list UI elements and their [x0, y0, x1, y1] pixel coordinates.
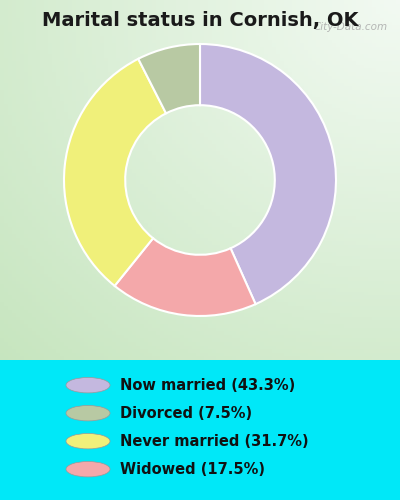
- Wedge shape: [64, 59, 166, 286]
- Circle shape: [66, 434, 110, 449]
- Circle shape: [66, 462, 110, 477]
- Wedge shape: [200, 44, 336, 304]
- Text: Widowed (17.5%): Widowed (17.5%): [120, 462, 265, 476]
- Wedge shape: [138, 44, 200, 114]
- Text: Now married (43.3%): Now married (43.3%): [120, 378, 295, 392]
- Text: Divorced (7.5%): Divorced (7.5%): [120, 406, 252, 420]
- Wedge shape: [115, 238, 256, 316]
- Circle shape: [66, 406, 110, 421]
- Circle shape: [66, 378, 110, 393]
- Text: Never married (31.7%): Never married (31.7%): [120, 434, 309, 448]
- Text: City-Data.com: City-Data.com: [314, 22, 388, 32]
- Text: Marital status in Cornish, OK: Marital status in Cornish, OK: [42, 11, 358, 30]
